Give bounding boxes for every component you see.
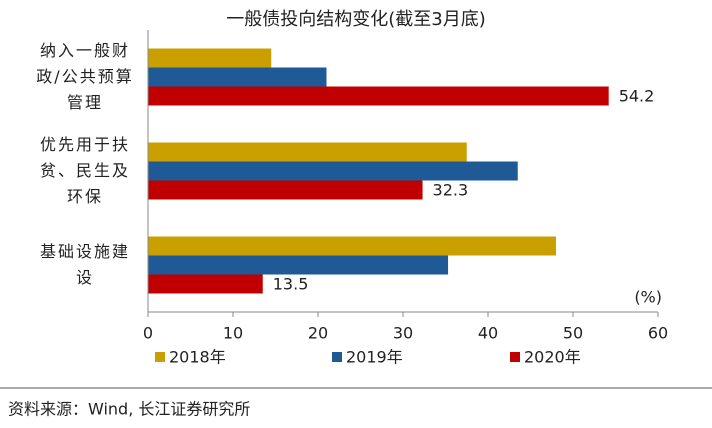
bar (148, 274, 263, 294)
legend-label: 2018年 (169, 348, 226, 367)
legend-label: 2019年 (346, 348, 403, 367)
legend-swatch (155, 352, 165, 362)
bar (148, 86, 609, 106)
x-tick-label: 0 (143, 324, 153, 343)
legend-swatch (510, 352, 520, 362)
y-tick-label: 基础设施建设 (39, 242, 130, 287)
bar (148, 180, 423, 200)
y-tick-label: 纳入一般财政/公共预算管理 (36, 41, 134, 112)
x-tick-label: 20 (308, 324, 328, 343)
bar (148, 255, 449, 275)
x-tick-label: 30 (393, 324, 413, 343)
legend-label: 2020年 (524, 348, 581, 367)
data-label: 54.2 (619, 87, 655, 106)
source: 资料来源：Wind, 长江证券研究所 (8, 400, 250, 419)
chart-title: 一般债投向结构变化(截至3月底) (226, 9, 486, 30)
data-label: 13.5 (273, 275, 309, 294)
bar (148, 67, 327, 87)
x-unit: (%) (634, 288, 662, 307)
bar (148, 161, 518, 181)
x-tick-label: 10 (223, 324, 243, 343)
legend-swatch (332, 352, 342, 362)
bar (148, 236, 556, 256)
x-tick-label: 50 (563, 324, 583, 343)
y-tick-label: 优先用于扶贫、民生及环保 (39, 135, 130, 206)
bar (148, 142, 467, 162)
data-label: 32.3 (433, 181, 469, 200)
bar (148, 48, 272, 68)
x-tick-label: 40 (478, 324, 498, 343)
x-tick-label: 60 (648, 324, 668, 343)
